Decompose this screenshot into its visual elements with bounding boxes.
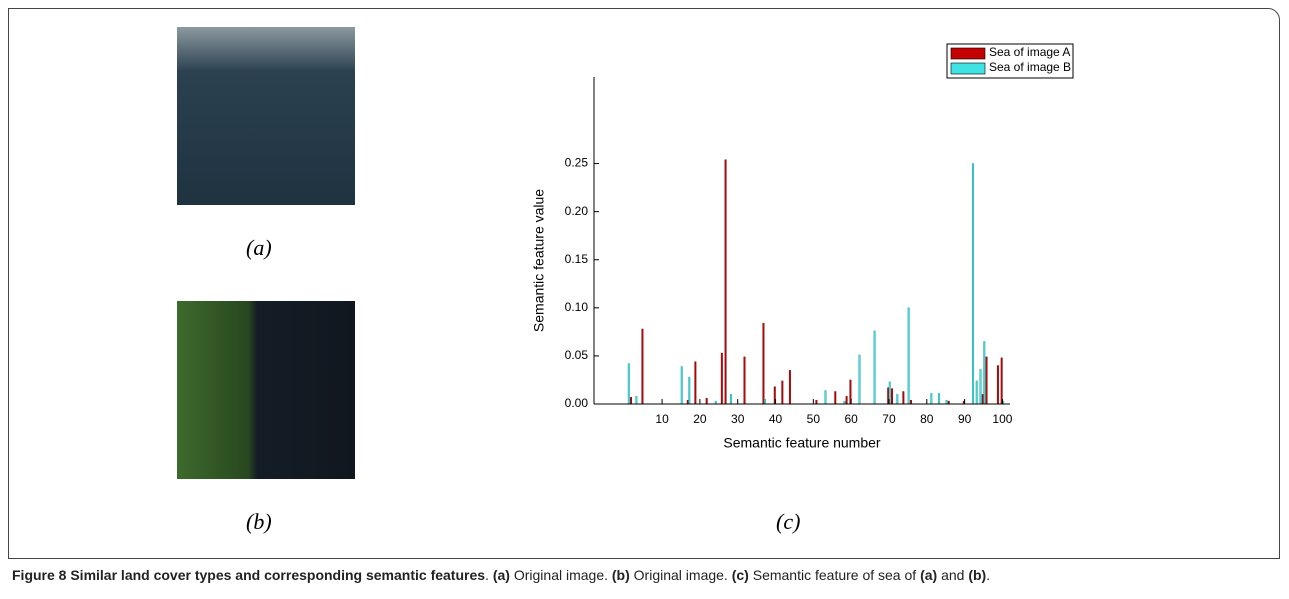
y-tick-label: 0.15	[565, 252, 589, 266]
bar	[688, 376, 691, 405]
x-tick-label: 40	[769, 412, 783, 426]
legend-label: Sea of image B	[989, 60, 1071, 74]
legend-swatch	[950, 62, 986, 75]
bar	[705, 398, 708, 405]
chart: 0.00 0.05 0.10 0.15 0.20 0.25 10 20 30 40 50 60 70 80…	[531, 43, 1074, 451]
caption-part: (b)	[968, 567, 987, 583]
x-tick-label: 30	[731, 412, 745, 426]
bar	[907, 307, 910, 405]
bar	[902, 391, 905, 405]
bar	[985, 356, 988, 405]
bar	[845, 396, 848, 405]
bar	[720, 352, 723, 405]
caption-part: Figure 8 Similar land cover types and co…	[12, 567, 486, 583]
legend-swatch	[950, 47, 986, 60]
bar	[1000, 357, 1003, 405]
figure-frame	[8, 8, 1280, 559]
bar	[627, 363, 630, 405]
bar	[686, 399, 689, 405]
x-tick-label: 70	[882, 412, 896, 426]
panel-label: (a)	[246, 235, 272, 260]
panel-label: (b)	[246, 509, 272, 534]
image-b	[177, 301, 355, 479]
image-a	[177, 27, 355, 205]
bar	[630, 397, 633, 405]
bar	[891, 388, 893, 405]
bar	[930, 393, 933, 405]
bar	[824, 390, 827, 405]
x-tick-label: 90	[958, 412, 972, 426]
caption: Figure 8 Similar land cover types and co…	[12, 566, 1274, 584]
bar	[680, 366, 683, 405]
bar	[781, 380, 784, 405]
bar	[815, 399, 818, 405]
caption-part: (b)	[611, 567, 630, 583]
bar	[788, 370, 791, 405]
bar	[896, 394, 899, 405]
caption-part: Original image.	[509, 567, 612, 583]
caption-part: Semantic feature of sea of	[748, 567, 921, 583]
bar	[635, 396, 638, 405]
bar	[729, 394, 732, 405]
y-tick-label: 0.00	[565, 396, 589, 410]
bar	[743, 356, 746, 405]
bar	[945, 399, 948, 405]
y-axis-label: Semantic feature value	[531, 189, 547, 332]
y-tick-label: 0.20	[565, 204, 589, 218]
y-tick-label: 0.10	[565, 300, 589, 314]
caption-part: Original image.	[629, 567, 732, 583]
bar	[937, 393, 940, 405]
bar	[641, 328, 644, 405]
bar	[763, 398, 766, 405]
caption-part: and	[937, 567, 969, 583]
y-tick-label: 0.25	[565, 156, 589, 170]
caption-part: (a)	[492, 567, 510, 583]
bar	[996, 365, 999, 405]
bar	[694, 361, 697, 405]
bar	[834, 391, 837, 405]
x-tick-label: 60	[844, 412, 858, 426]
x-axis-label: Semantic feature number	[723, 435, 881, 451]
bar	[971, 163, 974, 405]
x-tick-label: 10	[655, 412, 669, 426]
x-tick-label: 20	[693, 412, 707, 426]
panel-label: (c)	[776, 509, 801, 534]
bar	[975, 380, 978, 405]
x-tick-label: 80	[920, 412, 934, 426]
images	[177, 27, 355, 479]
bar	[858, 354, 861, 405]
x-tick-label: 50	[807, 412, 821, 426]
bar	[983, 341, 986, 405]
bar	[762, 323, 765, 405]
caption-part: (c)	[731, 567, 749, 583]
bar	[981, 394, 984, 405]
bar	[873, 330, 876, 405]
bar	[909, 399, 912, 405]
bar	[979, 369, 982, 405]
x-tick-label: 100	[992, 412, 1012, 426]
bar	[724, 159, 727, 405]
caption-part: .	[485, 567, 493, 583]
caption-part: .	[986, 567, 991, 583]
caption-part: (a)	[920, 567, 938, 583]
y-tick-label: 0.05	[565, 348, 589, 362]
legend-label: Sea of image A	[989, 45, 1070, 59]
